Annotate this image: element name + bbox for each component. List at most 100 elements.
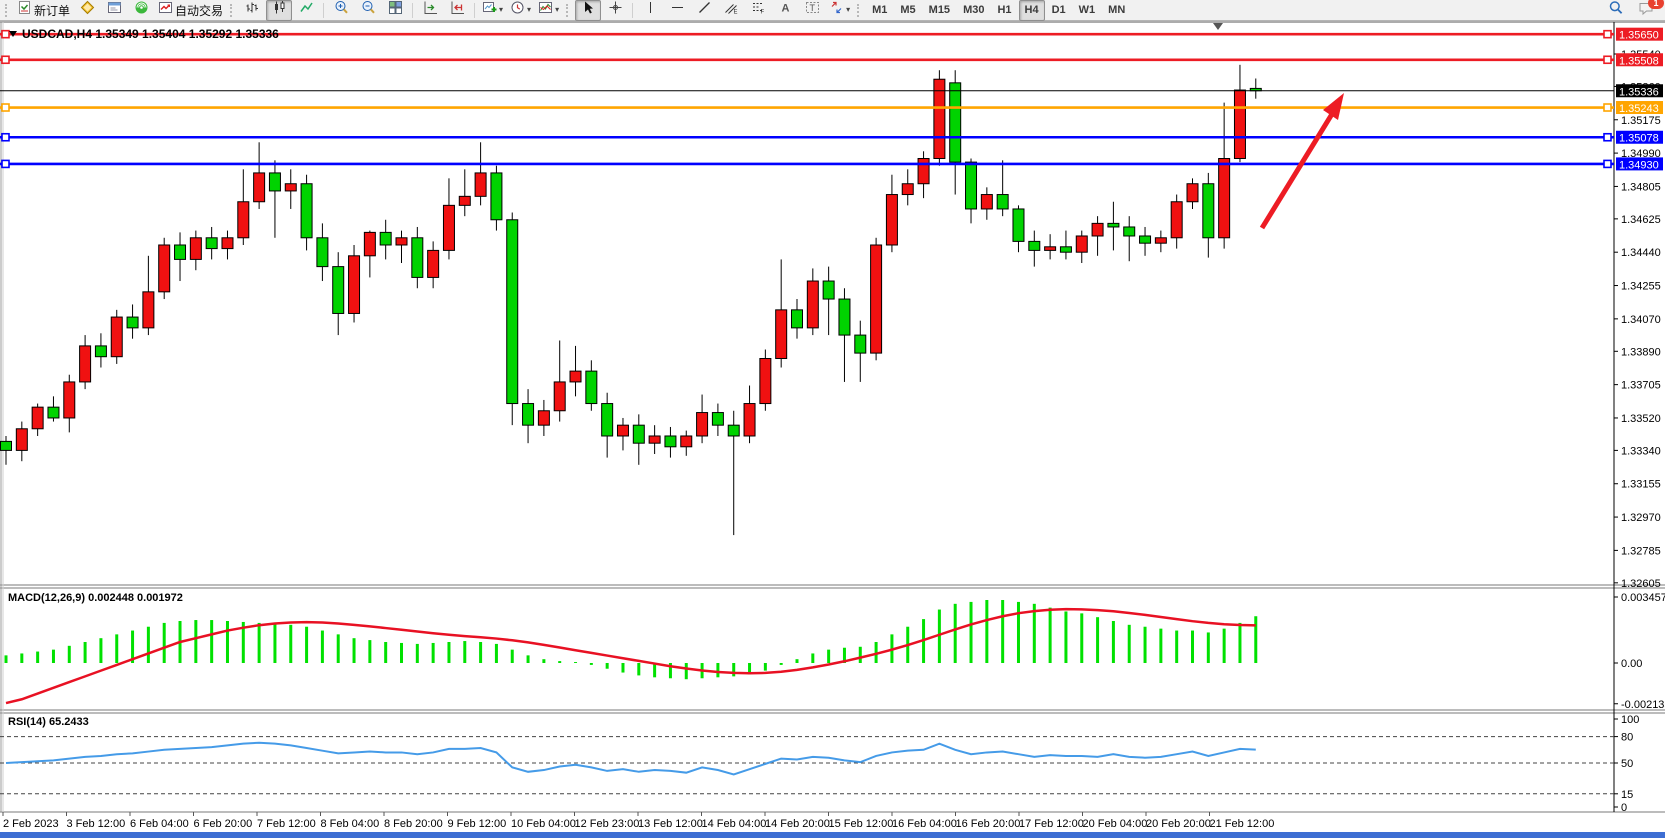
vertical-line-button[interactable] xyxy=(637,0,663,21)
tf-w1-button[interactable]: W1 xyxy=(1078,4,1096,16)
hline-handle[interactable] xyxy=(1,55,10,65)
trend-arrow-head[interactable] xyxy=(1323,93,1344,120)
autotrade-button[interactable]: 自动交易 xyxy=(155,0,226,21)
candle-body xyxy=(1123,226,1136,237)
label-button[interactable]: T xyxy=(799,0,825,21)
arrows-button[interactable]: ▾ xyxy=(826,0,853,21)
navigator-button[interactable] xyxy=(101,0,127,21)
trendline-button[interactable] xyxy=(691,0,717,21)
chart-shift-marker[interactable] xyxy=(1213,23,1223,30)
market-watch-button[interactable] xyxy=(74,0,100,21)
bar-chart-button[interactable] xyxy=(239,0,265,21)
macd-bar xyxy=(985,600,989,663)
toolbar-grip[interactable] xyxy=(566,3,571,17)
tf-m15-button[interactable]: M15 xyxy=(928,4,951,16)
auto-scroll-button[interactable] xyxy=(417,0,443,21)
clock-icon xyxy=(510,0,525,20)
candle-body xyxy=(664,435,677,448)
candle-body xyxy=(854,334,867,354)
macd-bar xyxy=(969,601,973,663)
macd-bar xyxy=(1254,616,1258,663)
time-tick-label: 15 Feb 12:00 xyxy=(829,818,894,830)
price-tick-label: 1.32785 xyxy=(1621,545,1661,557)
price-tick-label: 1.33890 xyxy=(1621,346,1661,358)
price-label-text: 1.35078 xyxy=(1619,133,1659,145)
hline-handle[interactable] xyxy=(1,132,10,142)
candle-body xyxy=(1059,246,1072,253)
rsi-tick-label: 15 xyxy=(1621,789,1633,801)
signals-button[interactable] xyxy=(128,0,154,21)
candle-body xyxy=(79,345,92,383)
tf-mn-button[interactable]: MN xyxy=(1108,4,1126,16)
autotrade-icon xyxy=(158,0,173,20)
tf-d1-button[interactable]: D1 xyxy=(1051,4,1066,16)
macd-bar xyxy=(1001,600,1005,663)
zoom-in-button[interactable] xyxy=(328,0,354,21)
candle-body xyxy=(616,424,629,437)
channel-button[interactable]: E xyxy=(718,0,744,21)
candlestick-chart-button[interactable] xyxy=(266,0,293,21)
tf-m5-button[interactable]: M5 xyxy=(900,4,916,16)
chat-button[interactable]: 1 xyxy=(1633,0,1664,21)
trend-arrow[interactable] xyxy=(1259,112,1335,230)
candle-body xyxy=(522,403,535,426)
zoom-out-button[interactable] xyxy=(355,0,381,21)
hline-handle[interactable] xyxy=(1,29,10,39)
hline-handle[interactable] xyxy=(1603,29,1612,39)
candle-body xyxy=(648,435,661,444)
price-label-box xyxy=(1616,157,1663,171)
candle-body xyxy=(411,237,424,278)
horizontal-line-button[interactable] xyxy=(664,0,690,21)
indicators-button[interactable]: ▾ xyxy=(535,0,562,21)
tile-windows-icon xyxy=(388,0,403,20)
hline-handle[interactable] xyxy=(1603,55,1612,65)
macd-bar xyxy=(811,653,815,663)
macd-bar xyxy=(289,624,293,663)
new-order-button[interactable]: 新订单 xyxy=(14,0,73,21)
candle-body xyxy=(727,424,740,437)
chart-shift-button[interactable] xyxy=(444,0,470,21)
fibonacci-button[interactable]: F xyxy=(745,0,771,21)
hline-handle[interactable] xyxy=(1,159,10,169)
one-click-trading-toggle[interactable] xyxy=(9,31,17,37)
tf-m30-button[interactable]: M30 xyxy=(963,4,985,16)
candle-body xyxy=(933,78,946,160)
svg-text:E: E xyxy=(733,10,737,16)
toolbar-grip[interactable] xyxy=(5,3,10,17)
candle-body xyxy=(775,309,788,360)
macd-bar xyxy=(241,621,245,663)
macd-bar xyxy=(115,634,119,663)
crosshair-button[interactable] xyxy=(602,0,628,21)
tf-h4-button[interactable]: H4 xyxy=(1018,0,1045,21)
search-button[interactable] xyxy=(1603,0,1629,21)
hline-handle[interactable] xyxy=(1603,159,1612,169)
text-button[interactable]: A xyxy=(772,0,798,21)
candle-body xyxy=(363,231,376,257)
toolbar: 新订单 自动交易 xyxy=(0,0,1665,21)
toolbar-grip[interactable] xyxy=(230,3,235,17)
tf-m1-button[interactable]: M1 xyxy=(872,4,888,16)
candle-body xyxy=(537,410,550,426)
arrows-icon xyxy=(829,0,844,20)
hline-handle[interactable] xyxy=(1,103,10,112)
new-chart-button[interactable]: ▾ xyxy=(479,0,506,21)
time-tick-label: 13 Feb 12:00 xyxy=(638,818,703,830)
macd-bar xyxy=(558,661,562,663)
chart-area[interactable]: 1.355401.353601.351751.349901.348051.346… xyxy=(0,21,1665,832)
tile-windows-button[interactable] xyxy=(382,0,408,21)
candle-body xyxy=(759,358,772,405)
time-tick-label: 16 Feb 04:00 xyxy=(892,818,957,830)
cursor-button[interactable] xyxy=(575,0,602,21)
toolbar-grip[interactable] xyxy=(857,3,862,17)
svg-text:A: A xyxy=(781,3,789,15)
candle-body xyxy=(838,298,851,336)
dropdown-caret: ▾ xyxy=(499,5,504,14)
hline-handle[interactable] xyxy=(1603,103,1612,112)
line-chart-button[interactable] xyxy=(293,0,319,21)
price-chart[interactable]: 1.355401.353601.351751.349901.348051.346… xyxy=(0,21,1665,832)
hline-handle[interactable] xyxy=(1603,132,1612,142)
tf-h1-button[interactable]: H1 xyxy=(997,4,1012,16)
rsi-tick-label: 0 xyxy=(1621,802,1627,814)
candle-body xyxy=(806,280,819,329)
periods-button[interactable]: ▾ xyxy=(507,0,534,21)
